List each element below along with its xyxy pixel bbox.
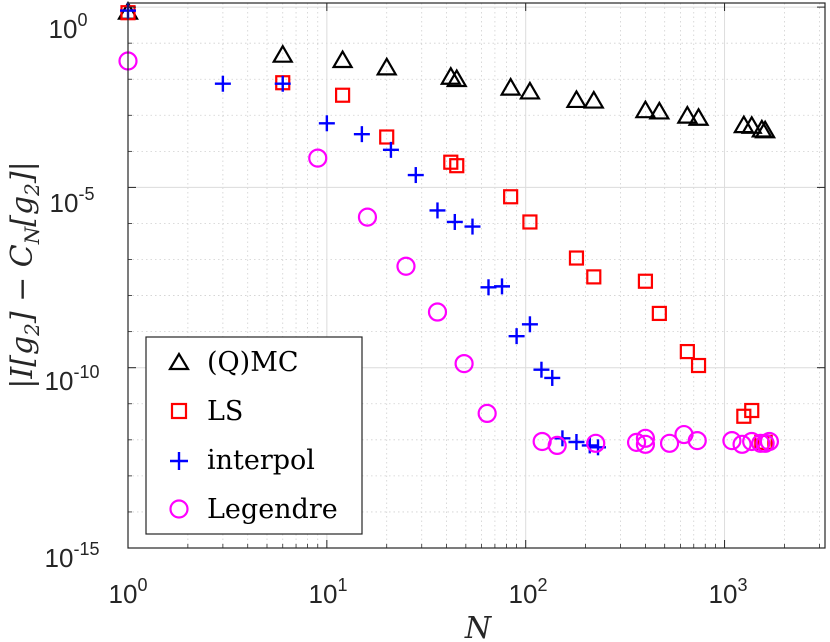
- data-point-circle: [357, 207, 378, 227]
- data-point-square: [379, 129, 395, 145]
- plot-frame: [127, 2, 826, 549]
- data-point-circle: [396, 256, 416, 276]
- x-axis-label: N: [464, 611, 493, 642]
- data-point-square: [679, 343, 695, 360]
- y-tick-label-2: 10-10: [45, 362, 100, 396]
- axis-ticks: [127, 3, 825, 549]
- data-point-circle: [626, 432, 647, 452]
- data-point-square: [334, 87, 351, 103]
- data-point-plus: [382, 141, 399, 158]
- data-point-triangle: [519, 80, 541, 100]
- data-point-triangle: [582, 89, 605, 109]
- legend-label-qmc: (Q)MC: [207, 347, 299, 378]
- data-point-plus: [353, 126, 370, 143]
- data-point-triangle: [499, 76, 522, 96]
- data-point-plus: [494, 278, 511, 295]
- legend-marker-legendre: [169, 499, 189, 519]
- data-point-plus: [274, 75, 291, 92]
- legend-marker-interpol: [170, 452, 188, 470]
- data-point-circle: [308, 148, 328, 168]
- data-point-square: [651, 305, 667, 322]
- data-point-circle: [732, 434, 752, 454]
- legend-label-legendre: Legendre: [207, 494, 338, 525]
- data-point-triangle: [439, 66, 462, 85]
- data-point-circle: [722, 431, 742, 451]
- x-tick-label-2: 102: [509, 575, 548, 609]
- legend: (Q)MC LS interpol Legendre: [145, 336, 363, 535]
- data-point-triangle: [754, 119, 777, 139]
- data-point-plus: [214, 75, 231, 92]
- data-point-square: [637, 273, 654, 289]
- data-point-plus: [407, 167, 424, 184]
- x-tick-label-0: 100: [109, 575, 148, 609]
- series-interpol: [120, 2, 607, 456]
- data-point-square: [690, 357, 707, 374]
- data-point-circle: [477, 403, 497, 424]
- data-point-square: [586, 269, 602, 285]
- data-point-circle: [755, 433, 775, 453]
- data-point-plus: [446, 213, 463, 230]
- data-point-triangle: [331, 49, 354, 69]
- data-point-triangle: [565, 89, 588, 109]
- data-point-circle: [635, 428, 656, 448]
- data-point-plus: [318, 115, 335, 132]
- data-point-circle: [635, 434, 656, 454]
- series-ls: [120, 5, 773, 450]
- data-point-plus: [568, 434, 585, 451]
- data-point-circle: [547, 435, 567, 456]
- data-point-plus: [544, 369, 561, 386]
- data-point-plus: [533, 361, 550, 378]
- x-tick-label-1: 101: [309, 575, 348, 609]
- minor-grid: [128, 3, 825, 548]
- data-point-plus: [429, 202, 446, 219]
- data-point-circle: [659, 433, 680, 453]
- x-tick-label-3: 103: [709, 575, 748, 609]
- legend-label-interpol: interpol: [207, 445, 315, 476]
- data-point-plus: [508, 328, 525, 345]
- y-axis-label: |I[g2] − CN[g2]|: [5, 161, 44, 388]
- data-point-plus: [464, 218, 481, 235]
- y-tick-label-0: 100: [49, 10, 88, 44]
- data-point-plus: [521, 316, 538, 333]
- data-point-triangle: [375, 56, 398, 76]
- legend-marker-ls: [170, 402, 188, 420]
- legend-marker-qmc: [168, 351, 190, 371]
- series-legendre: [118, 51, 780, 456]
- data-point-triangle: [740, 115, 763, 134]
- data-point-square: [744, 402, 760, 419]
- data-point-square: [522, 214, 538, 230]
- data-point-triangle: [648, 100, 671, 120]
- data-point-circle: [427, 302, 448, 322]
- data-point-triangle: [445, 68, 468, 88]
- data-point-triangle: [271, 43, 294, 63]
- series-layer: [117, 1, 780, 456]
- data-point-circle: [586, 433, 606, 453]
- y-tick-label-3: 10-15: [45, 539, 100, 573]
- data-point-circle: [454, 353, 474, 374]
- data-point-plus: [480, 279, 497, 296]
- data-point-triangle: [676, 104, 699, 124]
- y-tick-label-1: 10-5: [50, 184, 95, 218]
- data-point-square: [449, 158, 465, 174]
- data-point-square: [503, 189, 519, 205]
- data-point-circle: [687, 431, 707, 451]
- data-point-triangle: [687, 107, 710, 126]
- data-point-triangle: [634, 99, 657, 119]
- data-point-square: [568, 250, 585, 266]
- legend-label-ls: LS: [207, 396, 243, 427]
